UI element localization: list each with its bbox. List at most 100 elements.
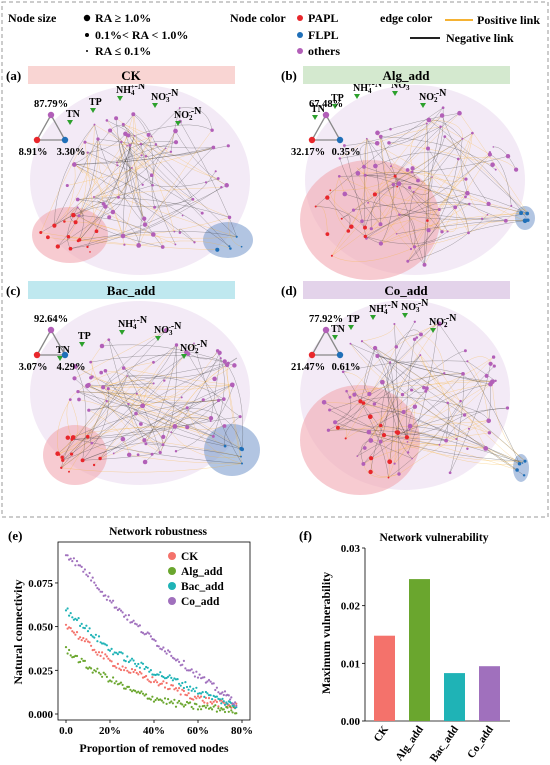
positive-edge [428,119,491,155]
others-node [238,415,242,419]
others-node [101,385,106,390]
negative-edge [226,357,238,366]
positive-edge [374,115,443,195]
positive-edge [330,176,396,191]
others-node [326,428,331,432]
data-point [108,659,112,662]
positive-edge [383,432,490,438]
negative-edge [375,152,459,167]
others-node [406,259,410,263]
data-point [94,633,97,636]
others-node [439,125,442,129]
negative-edge [380,136,496,170]
data-point [145,632,148,635]
positive-edge [118,144,157,198]
papl-percent: 8.91% [19,147,48,158]
others-node [163,379,166,382]
others-node [398,213,401,216]
nutrient-marker-icon [430,328,436,333]
papl-node [340,217,343,220]
papl-vertex [33,136,41,144]
negative-edge [406,339,415,438]
positive-edge [226,364,243,464]
others-node [130,166,133,169]
data-point [127,660,130,664]
legend-marker [168,597,176,605]
data-point [72,557,75,560]
data-point [182,689,185,693]
data-point [116,653,119,656]
data-point [207,707,211,710]
papl-node [80,458,85,463]
positive-edge [428,119,463,139]
positive-edge [353,113,460,211]
data-point [143,667,146,671]
others-node [154,143,158,146]
others-node [211,434,215,438]
positive-edge [160,364,228,453]
positive-edge [343,371,370,395]
nutrient-marker-icon [392,91,398,96]
positive-edge [458,157,517,170]
positive-edge [59,362,154,455]
data-point [215,700,218,704]
no3-label: NO3--N [154,321,182,337]
data-point [189,685,192,688]
data-point [159,671,162,674]
others-node [151,232,156,237]
data-point [176,701,179,704]
negative-edge [341,132,473,219]
negative-edge [224,416,241,447]
data-point [105,675,108,679]
negative-edge [424,126,441,265]
data-point [96,640,99,643]
positive-edge [345,384,491,439]
data-point [215,695,218,698]
others-node [150,135,153,138]
positive-edge [380,136,415,248]
others-node [419,332,423,337]
flpl-cluster-area [513,454,529,482]
positive-edge [396,431,523,464]
others-node [351,208,356,212]
data-point [200,692,203,695]
data-point [97,635,101,638]
others-node [360,340,364,343]
data-point [97,588,101,591]
data-point [119,651,123,654]
data-point [101,675,104,678]
negative-edge [441,115,489,205]
data-point [217,707,220,710]
x-tick-label: Bac_add [428,724,461,764]
data-point [190,668,193,671]
negative-edge [388,400,461,478]
others-node [135,392,138,395]
others-percent: 87.79% [34,99,68,110]
flpl-percent: 3.30% [57,147,86,158]
positive-edge [151,130,176,176]
data-point [185,685,189,689]
data-point [101,590,104,593]
no3-label: NO3--N [401,298,429,314]
data-point [66,554,69,557]
papl-node [363,225,367,230]
data-point [212,705,215,708]
y-tick-label: 0.025 [28,665,53,677]
data-point [126,618,129,621]
positive-edge [420,334,445,374]
papl-node [68,246,73,251]
negative-edge [449,363,491,473]
negative-edge [409,384,491,430]
papl-node [381,432,387,438]
data-point [206,680,209,683]
negative-edge [396,329,422,348]
positive-edge [402,380,493,395]
positive-edge [64,164,76,222]
series-points [64,554,238,715]
flpl-node [239,446,244,451]
positive-edge [413,191,431,221]
others-node [220,186,223,189]
data-point [198,696,201,699]
data-point [126,669,129,672]
network-edges [324,321,526,478]
